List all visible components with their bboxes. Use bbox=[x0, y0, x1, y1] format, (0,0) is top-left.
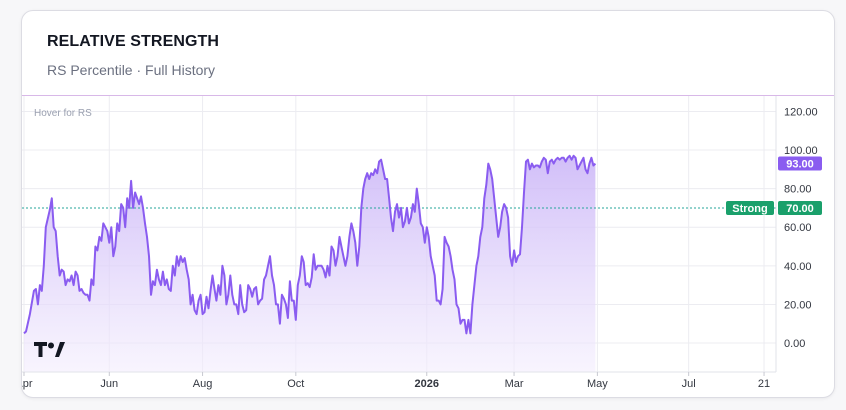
rs-chart-svg[interactable]: Hover for RS 120.00 100.00 80.00 60.00 40.00… bbox=[22, 96, 834, 397]
current-value-badge bbox=[778, 156, 822, 171]
relative-strength-card: RELATIVE STRENGTH RS Percentile · Full H… bbox=[21, 10, 835, 398]
rs-area-fill bbox=[24, 155, 596, 372]
card-header: RELATIVE STRENGTH RS Percentile · Full H… bbox=[22, 11, 834, 95]
y-tick-label: 120.00 bbox=[784, 106, 818, 118]
header-divider bbox=[22, 95, 834, 96]
x-tick-label: 21 bbox=[758, 378, 770, 390]
y-tick-label: 80.00 bbox=[784, 184, 812, 196]
x-tick-label: Jun bbox=[100, 378, 118, 390]
y-tick-label: 100.00 bbox=[784, 145, 818, 157]
rs-chart[interactable]: Hover for RS 120.00 100.00 80.00 60.00 40.00… bbox=[22, 96, 834, 397]
x-tick-label: Apr bbox=[22, 378, 33, 390]
x-tick-label: Mar bbox=[505, 378, 524, 390]
current-value-label: 93.00 bbox=[786, 159, 814, 171]
price-scale[interactable]: 120.00 100.00 80.00 60.00 40.00 20.00 0.00 bbox=[784, 106, 818, 350]
x-tick-label: Jul bbox=[682, 378, 696, 390]
y-tick-label: 0.00 bbox=[784, 338, 805, 350]
y-tick-label: 20.00 bbox=[784, 299, 812, 311]
strong-value-badge bbox=[778, 200, 822, 215]
x-tick-label: May bbox=[587, 378, 608, 390]
strong-threshold-name: Strong bbox=[732, 203, 767, 215]
hover-hint: Hover for RS bbox=[34, 108, 92, 119]
time-scale[interactable]: Apr Jun Aug Oct 2026 Mar May Jul 21 bbox=[22, 372, 770, 390]
y-tick-label: 40.00 bbox=[784, 261, 812, 273]
x-tick-label: 2026 bbox=[415, 378, 439, 390]
y-tick-label: 60.00 bbox=[784, 222, 812, 234]
strong-threshold-badge bbox=[726, 200, 774, 215]
chart-title: RELATIVE STRENGTH bbox=[47, 33, 220, 50]
x-tick-label: Aug bbox=[193, 378, 213, 390]
strong-value-label: 70.00 bbox=[786, 203, 814, 215]
tradingview-logo-icon[interactable] bbox=[34, 342, 65, 357]
rs-line bbox=[23, 154, 597, 335]
chart-subtitle: RS Percentile · Full History bbox=[47, 62, 216, 78]
x-tick-label: Oct bbox=[287, 378, 304, 390]
